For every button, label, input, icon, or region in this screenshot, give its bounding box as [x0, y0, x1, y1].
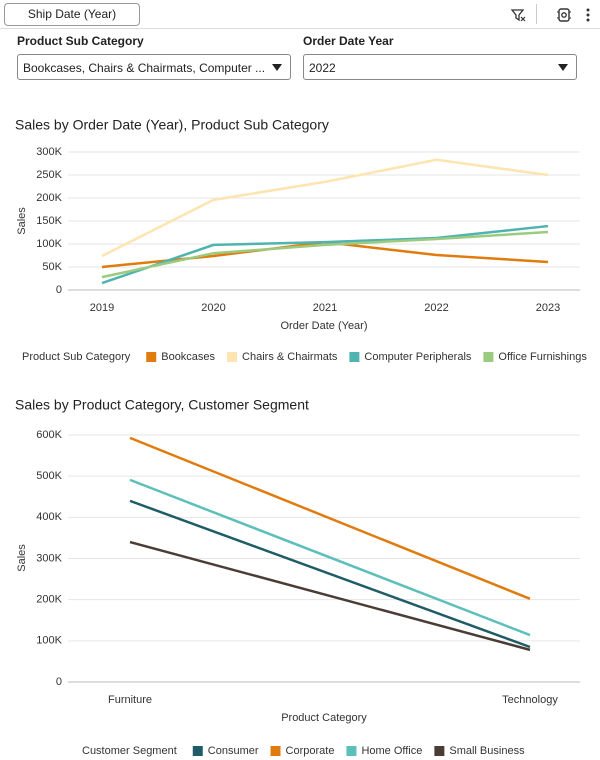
y-tick-label: 300K	[36, 552, 62, 564]
series-line	[129, 540, 531, 652]
y-tick-label: 200K	[36, 594, 62, 606]
legend-title: Customer Segment	[82, 745, 177, 757]
more-icon[interactable]	[584, 7, 592, 23]
y-axis-label: Sales	[16, 207, 28, 235]
series-line	[101, 158, 549, 258]
filter-dropdown[interactable]: Bookcases, Chairs & Chairmats, Computer …	[17, 54, 291, 80]
y-tick-label: 0	[56, 284, 62, 296]
y-tick-label: 0	[56, 676, 62, 688]
dropdown-value: Bookcases, Chairs & Chairmats, Computer …	[23, 61, 266, 75]
x-tick-label: 2019	[90, 302, 114, 314]
y-tick-label: 250K	[36, 169, 62, 181]
legend-label: Consumer	[208, 745, 259, 757]
legend-swatch	[146, 352, 157, 362]
ship-date-button[interactable]: Ship Date (Year)	[4, 3, 140, 26]
x-tick-label: Furniture	[108, 694, 152, 706]
y-tick-label: 600K	[36, 429, 62, 441]
legend-swatch	[227, 352, 238, 362]
legend-swatch	[434, 746, 445, 756]
series-line	[101, 224, 549, 285]
y-tick-label: 300K	[36, 146, 62, 158]
y-tick-label: 150K	[36, 215, 62, 227]
x-tick-label: 2021	[313, 302, 337, 314]
y-tick-label: 100K	[36, 635, 62, 647]
filter-icon[interactable]	[510, 7, 526, 23]
legend-swatch	[349, 352, 360, 362]
y-tick-label: 500K	[36, 470, 62, 482]
legend-label: Office Furnishings	[498, 351, 587, 363]
legend-label: Home Office	[361, 745, 422, 757]
legend-swatch	[192, 746, 203, 756]
chart-title: Sales by Product Category, Customer Segm…	[15, 397, 309, 413]
series-line	[101, 230, 549, 279]
series-line	[129, 436, 531, 601]
x-tick-label: Technology	[502, 694, 558, 706]
filter-dropdown[interactable]: 2022	[303, 54, 577, 80]
y-tick-label: 50K	[42, 261, 62, 273]
filter-label: Order Date Year	[303, 34, 394, 48]
legend-label: Corporate	[286, 745, 335, 757]
legend-label: Computer Peripherals	[364, 351, 471, 363]
x-tick-label: 2022	[424, 302, 448, 314]
y-tick-label: 200K	[36, 192, 62, 204]
x-tick-label: 2023	[536, 302, 560, 314]
y-axis-label: Sales	[16, 544, 28, 572]
toolbar-divider	[0, 28, 600, 29]
x-axis-label: Order Date (Year)	[280, 320, 367, 332]
legend-swatch	[483, 352, 494, 362]
legend-label: Chairs & Chairmats	[242, 351, 338, 363]
charts: Sales by Order Date (Year), Product Sub …	[15, 117, 587, 757]
legend-label: Small Business	[449, 745, 525, 757]
filter-label: Product Sub Category	[17, 34, 144, 48]
legend-swatch	[346, 746, 357, 756]
series-line	[129, 478, 531, 637]
separator	[536, 4, 537, 24]
legend-title: Product Sub Category	[22, 351, 131, 363]
x-tick-label: 2020	[201, 302, 225, 314]
chart-title: Sales by Order Date (Year), Product Sub …	[15, 117, 329, 133]
settings-icon[interactable]	[556, 7, 572, 23]
y-tick-label: 400K	[36, 511, 62, 523]
x-axis-label: Product Category	[281, 712, 367, 724]
dropdown-value: 2022	[309, 61, 336, 75]
legend-swatch	[270, 746, 281, 756]
legend-label: Bookcases	[161, 351, 215, 363]
y-tick-label: 100K	[36, 238, 62, 250]
series-line	[129, 499, 531, 649]
